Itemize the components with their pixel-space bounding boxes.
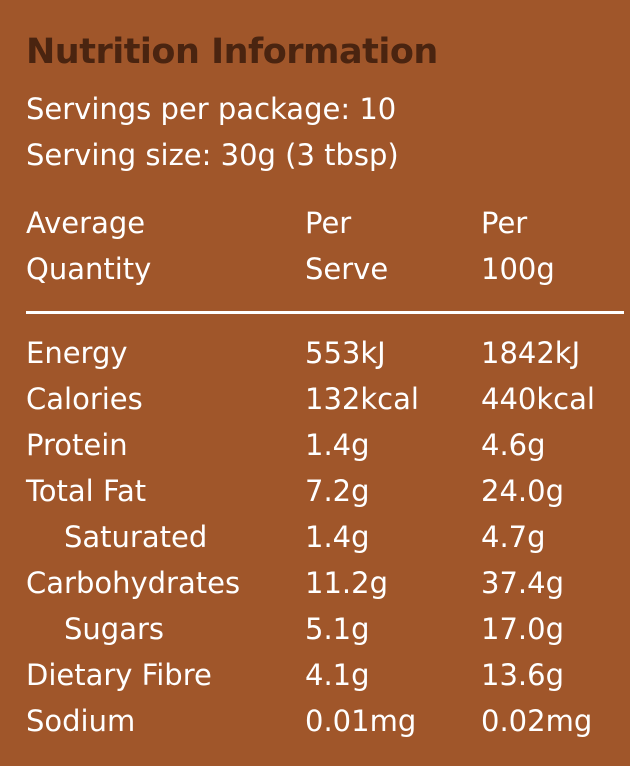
header-label: Per [305, 206, 352, 240]
nutrient-name: Total Fat [26, 474, 147, 508]
table-row-sub: Sugars 5.1g 17.0g [0, 606, 630, 652]
per-serve-value: 0.01mg [305, 704, 417, 738]
nutrient-name: Carbohydrates [26, 566, 241, 600]
header-label: Average [26, 206, 146, 240]
nutrient-table: Energy 553kJ 1842kJ Calories 132kcal 440… [0, 330, 630, 744]
table-row: Sodium 0.01mg 0.02mg [0, 698, 630, 744]
per-serve-value: 132kcal [305, 382, 419, 416]
table-row: Calories 132kcal 440kcal [0, 376, 630, 422]
serving-size: Serving size: 30g (3 tbsp) [26, 138, 399, 172]
table-row: Total Fat 7.2g 24.0g [0, 468, 630, 514]
nutrient-name: Saturated [64, 520, 208, 554]
table-row: Dietary Fibre 4.1g 13.6g [0, 652, 630, 698]
panel-title: Nutrition Information [26, 32, 438, 72]
table-row: Carbohydrates 11.2g 37.4g [0, 560, 630, 606]
per-serve-value: 11.2g [305, 566, 388, 600]
per-serve-value: 5.1g [305, 612, 370, 646]
header-label: Serve [305, 252, 389, 286]
per-100g-value: 4.6g [481, 428, 546, 462]
header-label: Per [481, 206, 528, 240]
nutrient-name: Sodium [26, 704, 136, 738]
per-100g-value: 17.0g [481, 612, 564, 646]
per-100g-value: 0.02mg [481, 704, 593, 738]
per-100g-value: 440kcal [481, 382, 595, 416]
table-row: Protein 1.4g 4.6g [0, 422, 630, 468]
header-label: Quantity [26, 252, 152, 286]
header-divider [26, 311, 624, 314]
nutrient-name: Protein [26, 428, 128, 462]
per-serve-value: 1.4g [305, 428, 370, 462]
header-label: 100g [481, 252, 555, 286]
nutrient-name: Dietary Fibre [26, 658, 212, 692]
per-100g-value: 24.0g [481, 474, 564, 508]
table-row-sub: Saturated 1.4g 4.7g [0, 514, 630, 560]
per-serve-value: 7.2g [305, 474, 370, 508]
per-serve-value: 4.1g [305, 658, 370, 692]
per-100g-value: 4.7g [481, 520, 546, 554]
header-average-quantity: Average Quantity [26, 200, 151, 292]
header-per-serve: Per Serve [305, 200, 388, 292]
table-row: Energy 553kJ 1842kJ [0, 330, 630, 376]
per-100g-value: 13.6g [481, 658, 564, 692]
per-100g-value: 37.4g [481, 566, 564, 600]
nutrient-name: Sugars [64, 612, 164, 646]
nutrient-name: Calories [26, 382, 143, 416]
servings-per-package: Servings per package: 10 [26, 92, 397, 126]
per-100g-value: 1842kJ [481, 336, 581, 370]
per-serve-value: 553kJ [305, 336, 386, 370]
per-serve-value: 1.4g [305, 520, 370, 554]
header-per-100g: Per 100g [481, 200, 555, 292]
nutrient-name: Energy [26, 336, 128, 370]
